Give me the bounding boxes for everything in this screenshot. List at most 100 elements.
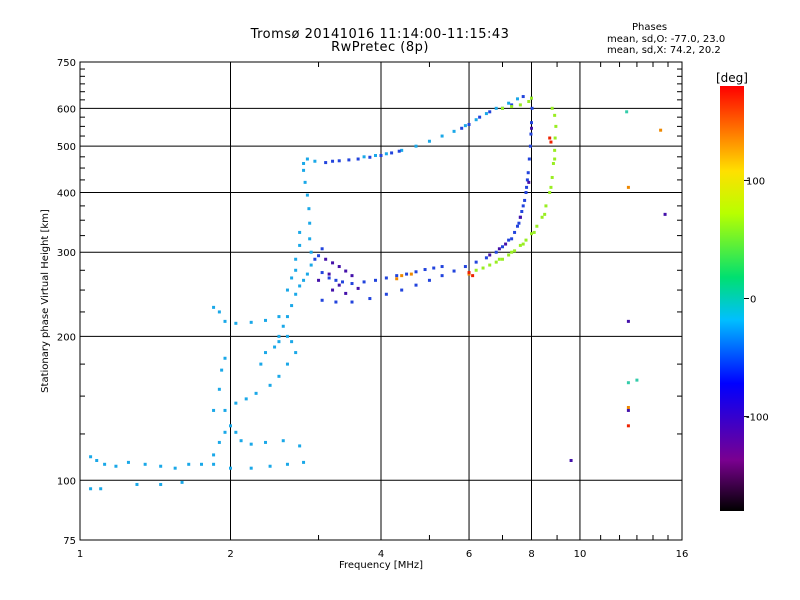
data-point	[285, 315, 289, 319]
x-tick-label: 1	[77, 549, 83, 560]
x-tick-label: 16	[676, 549, 689, 560]
data-point	[463, 265, 467, 269]
data-point	[527, 180, 531, 184]
data-point	[501, 245, 505, 249]
data-point	[460, 126, 464, 130]
data-point	[302, 278, 306, 282]
data-point	[350, 274, 354, 278]
data-point	[521, 204, 525, 208]
colorbar-tick-label: 0	[750, 295, 756, 306]
data-point	[95, 458, 99, 462]
data-point	[320, 298, 324, 302]
data-point	[268, 383, 272, 387]
data-point	[467, 272, 471, 276]
data-point	[400, 288, 404, 292]
data-point	[471, 274, 475, 278]
data-point	[626, 185, 630, 189]
data-point	[529, 132, 533, 136]
data-point	[331, 288, 335, 292]
data-point	[530, 96, 533, 100]
data-point	[530, 232, 533, 236]
data-point	[223, 319, 227, 323]
data-point	[395, 274, 399, 278]
data-point	[277, 340, 281, 344]
data-point	[217, 440, 221, 444]
phases-o-stats: mean, sd,O: -77.0, 23.0	[607, 34, 726, 45]
data-point	[229, 424, 232, 428]
data-point	[467, 123, 471, 127]
data-point	[550, 175, 554, 179]
data-point	[626, 319, 630, 323]
data-point	[331, 159, 335, 163]
data-point	[212, 305, 216, 309]
data-point	[517, 221, 521, 225]
data-point	[234, 401, 238, 405]
data-point	[290, 276, 294, 280]
data-point	[234, 321, 238, 325]
data-point	[474, 260, 478, 264]
data-point	[507, 238, 511, 242]
data-point	[285, 462, 289, 466]
data-point	[305, 157, 309, 161]
data-point	[518, 243, 522, 247]
data-point	[234, 430, 238, 434]
data-point	[347, 158, 351, 162]
data-point	[264, 440, 268, 444]
data-point	[126, 460, 130, 464]
data-point	[635, 378, 639, 382]
data-point	[384, 276, 388, 280]
data-point	[427, 278, 431, 282]
colorbar-label: [deg]	[716, 71, 748, 85]
data-point	[549, 185, 553, 189]
y-tick-label: 400	[57, 188, 76, 199]
data-point	[484, 112, 488, 116]
data-point	[553, 113, 557, 117]
y-tick-label: 750	[57, 58, 76, 69]
data-point	[414, 283, 418, 287]
data-point	[625, 110, 629, 114]
data-point	[239, 439, 243, 443]
data-point	[223, 356, 227, 360]
data-point	[249, 466, 253, 470]
data-point	[362, 280, 366, 284]
data-point	[513, 230, 517, 234]
data-point	[478, 115, 482, 119]
data-point	[290, 340, 294, 344]
data-point	[497, 257, 501, 261]
data-point	[513, 249, 517, 253]
data-point	[551, 161, 555, 165]
data-point	[626, 405, 630, 409]
data-point	[488, 253, 492, 257]
data-point	[494, 260, 498, 264]
data-point	[324, 257, 328, 261]
data-point	[414, 270, 418, 274]
data-point	[384, 292, 388, 296]
data-point	[305, 272, 309, 276]
data-point	[285, 288, 289, 292]
data-point	[554, 124, 558, 128]
data-point	[525, 178, 529, 182]
data-point	[259, 362, 263, 366]
data-point	[532, 230, 536, 234]
x-tick-label: 4	[378, 549, 384, 560]
data-point	[298, 230, 302, 234]
data-point	[217, 387, 221, 391]
data-point	[143, 462, 147, 466]
data-point	[540, 215, 544, 219]
data-point	[659, 128, 663, 132]
data-point	[520, 210, 524, 214]
data-point	[528, 144, 532, 148]
data-point	[340, 280, 344, 284]
data-point	[309, 263, 313, 267]
data-point	[285, 362, 289, 366]
data-point	[527, 157, 531, 161]
data-point	[302, 460, 306, 464]
data-point	[307, 207, 311, 211]
data-point	[488, 263, 492, 267]
data-point	[99, 487, 103, 491]
chart-title: Tromsø 20141016 11:14:00-11:15:43	[250, 27, 510, 42]
data-point	[356, 286, 360, 290]
y-axis-label: Stationary phase Virtual Height [km]	[40, 209, 51, 393]
data-point	[409, 272, 413, 276]
phases-x-stats: mean, sd,X: 74.2, 20.2	[607, 45, 721, 56]
